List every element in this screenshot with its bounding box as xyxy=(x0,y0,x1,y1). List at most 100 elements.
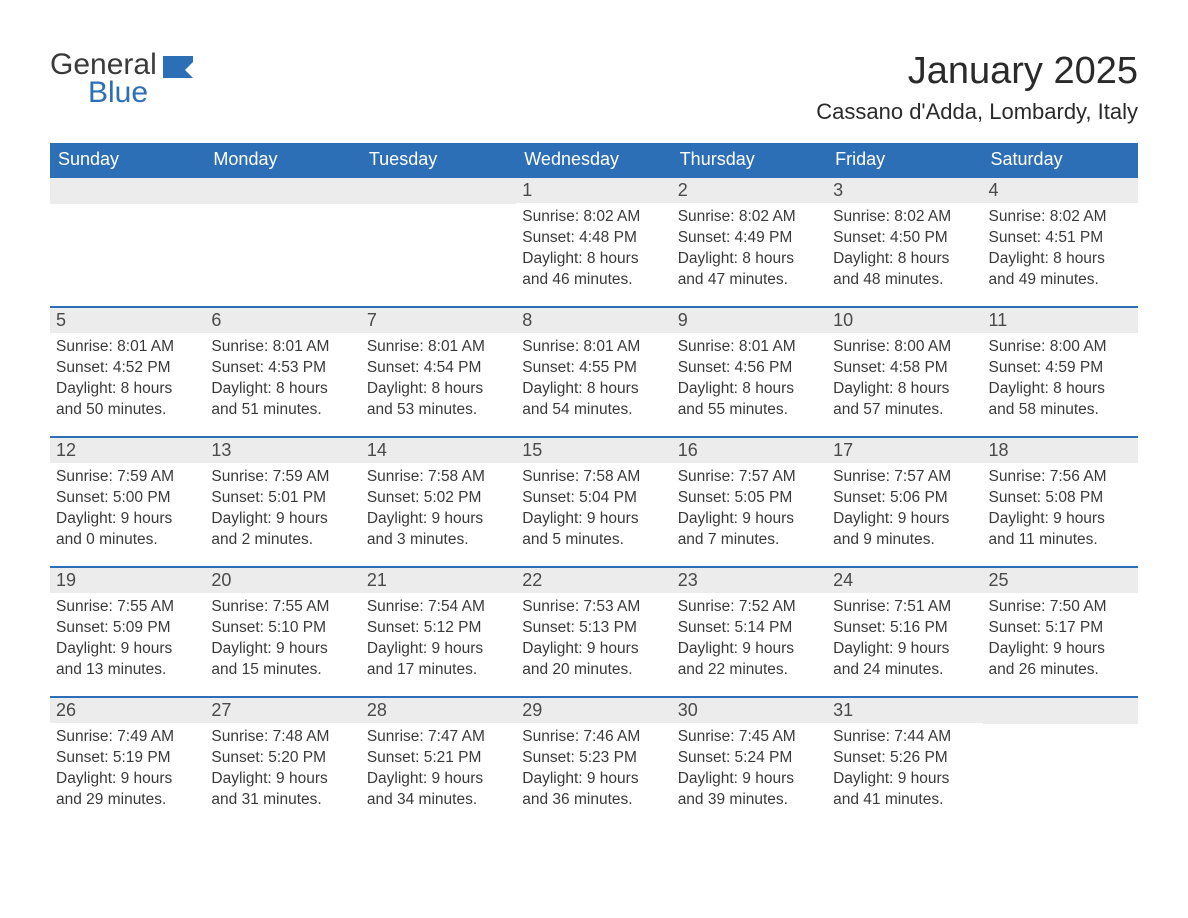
day-cell: 2Sunrise: 8:02 AMSunset: 4:49 PMDaylight… xyxy=(672,178,827,306)
day-number: 22 xyxy=(516,568,671,593)
day-sunrise: Sunrise: 7:44 AM xyxy=(833,727,976,748)
day-number: 11 xyxy=(983,308,1138,333)
day-info: Sunrise: 8:02 AMSunset: 4:49 PMDaylight:… xyxy=(672,203,827,291)
day-sunrise: Sunrise: 7:46 AM xyxy=(522,727,665,748)
day-sunset: Sunset: 5:05 PM xyxy=(678,488,821,509)
day-cell: 12Sunrise: 7:59 AMSunset: 5:00 PMDayligh… xyxy=(50,438,205,566)
day-sunset: Sunset: 4:52 PM xyxy=(56,358,199,379)
day-of-week-header: SundayMondayTuesdayWednesdayThursdayFrid… xyxy=(50,143,1138,178)
day-number: 14 xyxy=(361,438,516,463)
day-dl1: Daylight: 9 hours xyxy=(367,509,510,530)
day-dl2: and 53 minutes. xyxy=(367,400,510,421)
day-sunset: Sunset: 5:20 PM xyxy=(211,748,354,769)
day-sunrise: Sunrise: 7:50 AM xyxy=(989,597,1132,618)
dow-cell: Tuesday xyxy=(361,143,516,178)
day-number: 30 xyxy=(672,698,827,723)
day-info: Sunrise: 8:01 AMSunset: 4:56 PMDaylight:… xyxy=(672,333,827,421)
day-sunrise: Sunrise: 7:49 AM xyxy=(56,727,199,748)
day-sunrise: Sunrise: 7:55 AM xyxy=(56,597,199,618)
day-number xyxy=(983,698,1138,724)
day-info: Sunrise: 8:01 AMSunset: 4:53 PMDaylight:… xyxy=(205,333,360,421)
day-dl1: Daylight: 9 hours xyxy=(211,769,354,790)
day-cell xyxy=(983,698,1138,826)
day-sunrise: Sunrise: 8:02 AM xyxy=(989,207,1132,228)
day-dl2: and 48 minutes. xyxy=(833,270,976,291)
day-cell: 20Sunrise: 7:55 AMSunset: 5:10 PMDayligh… xyxy=(205,568,360,696)
day-number: 23 xyxy=(672,568,827,593)
location-subtitle: Cassano d'Adda, Lombardy, Italy xyxy=(816,99,1138,125)
day-sunset: Sunset: 5:08 PM xyxy=(989,488,1132,509)
day-sunset: Sunset: 5:13 PM xyxy=(522,618,665,639)
day-number: 13 xyxy=(205,438,360,463)
day-cell: 6Sunrise: 8:01 AMSunset: 4:53 PMDaylight… xyxy=(205,308,360,436)
day-info: Sunrise: 7:51 AMSunset: 5:16 PMDaylight:… xyxy=(827,593,982,681)
week-row: 26Sunrise: 7:49 AMSunset: 5:19 PMDayligh… xyxy=(50,696,1138,826)
day-cell: 7Sunrise: 8:01 AMSunset: 4:54 PMDaylight… xyxy=(361,308,516,436)
week-row: 19Sunrise: 7:55 AMSunset: 5:09 PMDayligh… xyxy=(50,566,1138,696)
day-cell: 25Sunrise: 7:50 AMSunset: 5:17 PMDayligh… xyxy=(983,568,1138,696)
day-dl1: Daylight: 9 hours xyxy=(367,639,510,660)
day-dl2: and 11 minutes. xyxy=(989,530,1132,551)
day-sunrise: Sunrise: 7:55 AM xyxy=(211,597,354,618)
day-sunset: Sunset: 5:02 PM xyxy=(367,488,510,509)
day-cell: 3Sunrise: 8:02 AMSunset: 4:50 PMDaylight… xyxy=(827,178,982,306)
day-cell: 21Sunrise: 7:54 AMSunset: 5:12 PMDayligh… xyxy=(361,568,516,696)
day-dl2: and 26 minutes. xyxy=(989,660,1132,681)
day-dl2: and 13 minutes. xyxy=(56,660,199,681)
day-sunset: Sunset: 4:50 PM xyxy=(833,228,976,249)
day-cell: 8Sunrise: 8:01 AMSunset: 4:55 PMDaylight… xyxy=(516,308,671,436)
day-dl1: Daylight: 9 hours xyxy=(367,769,510,790)
day-sunset: Sunset: 5:23 PM xyxy=(522,748,665,769)
week-row: 12Sunrise: 7:59 AMSunset: 5:00 PMDayligh… xyxy=(50,436,1138,566)
day-sunset: Sunset: 5:21 PM xyxy=(367,748,510,769)
day-number: 8 xyxy=(516,308,671,333)
day-info: Sunrise: 7:48 AMSunset: 5:20 PMDaylight:… xyxy=(205,723,360,811)
day-info: Sunrise: 7:55 AMSunset: 5:09 PMDaylight:… xyxy=(50,593,205,681)
day-info: Sunrise: 8:02 AMSunset: 4:51 PMDaylight:… xyxy=(983,203,1138,291)
day-sunrise: Sunrise: 7:59 AM xyxy=(211,467,354,488)
day-sunset: Sunset: 5:14 PM xyxy=(678,618,821,639)
day-info: Sunrise: 7:59 AMSunset: 5:00 PMDaylight:… xyxy=(50,463,205,551)
day-dl1: Daylight: 9 hours xyxy=(833,509,976,530)
day-sunrise: Sunrise: 7:45 AM xyxy=(678,727,821,748)
dow-cell: Monday xyxy=(205,143,360,178)
day-sunrise: Sunrise: 8:01 AM xyxy=(56,337,199,358)
day-dl2: and 34 minutes. xyxy=(367,790,510,811)
day-info: Sunrise: 7:59 AMSunset: 5:01 PMDaylight:… xyxy=(205,463,360,551)
day-info: Sunrise: 8:01 AMSunset: 4:52 PMDaylight:… xyxy=(50,333,205,421)
day-info: Sunrise: 7:58 AMSunset: 5:04 PMDaylight:… xyxy=(516,463,671,551)
day-dl2: and 2 minutes. xyxy=(211,530,354,551)
day-info: Sunrise: 8:02 AMSunset: 4:48 PMDaylight:… xyxy=(516,203,671,291)
day-sunset: Sunset: 5:24 PM xyxy=(678,748,821,769)
day-number: 28 xyxy=(361,698,516,723)
day-info: Sunrise: 7:54 AMSunset: 5:12 PMDaylight:… xyxy=(361,593,516,681)
day-number: 9 xyxy=(672,308,827,333)
day-cell: 15Sunrise: 7:58 AMSunset: 5:04 PMDayligh… xyxy=(516,438,671,566)
day-number xyxy=(205,178,360,204)
day-cell xyxy=(361,178,516,306)
day-number: 24 xyxy=(827,568,982,593)
day-cell: 30Sunrise: 7:45 AMSunset: 5:24 PMDayligh… xyxy=(672,698,827,826)
day-info: Sunrise: 7:57 AMSunset: 5:05 PMDaylight:… xyxy=(672,463,827,551)
day-dl1: Daylight: 9 hours xyxy=(522,509,665,530)
day-sunrise: Sunrise: 7:52 AM xyxy=(678,597,821,618)
day-sunset: Sunset: 5:06 PM xyxy=(833,488,976,509)
day-dl1: Daylight: 9 hours xyxy=(211,509,354,530)
day-dl1: Daylight: 9 hours xyxy=(833,639,976,660)
day-dl1: Daylight: 8 hours xyxy=(522,249,665,270)
day-dl1: Daylight: 9 hours xyxy=(989,509,1132,530)
day-dl2: and 9 minutes. xyxy=(833,530,976,551)
day-cell: 10Sunrise: 8:00 AMSunset: 4:58 PMDayligh… xyxy=(827,308,982,436)
day-dl2: and 46 minutes. xyxy=(522,270,665,291)
day-dl2: and 39 minutes. xyxy=(678,790,821,811)
day-cell: 17Sunrise: 7:57 AMSunset: 5:06 PMDayligh… xyxy=(827,438,982,566)
dow-cell: Saturday xyxy=(983,143,1138,178)
day-number: 7 xyxy=(361,308,516,333)
day-dl1: Daylight: 8 hours xyxy=(833,249,976,270)
day-dl1: Daylight: 8 hours xyxy=(989,379,1132,400)
day-info: Sunrise: 8:01 AMSunset: 4:54 PMDaylight:… xyxy=(361,333,516,421)
dow-cell: Friday xyxy=(827,143,982,178)
dow-cell: Thursday xyxy=(672,143,827,178)
day-number: 25 xyxy=(983,568,1138,593)
month-title: January 2025 xyxy=(816,50,1138,93)
